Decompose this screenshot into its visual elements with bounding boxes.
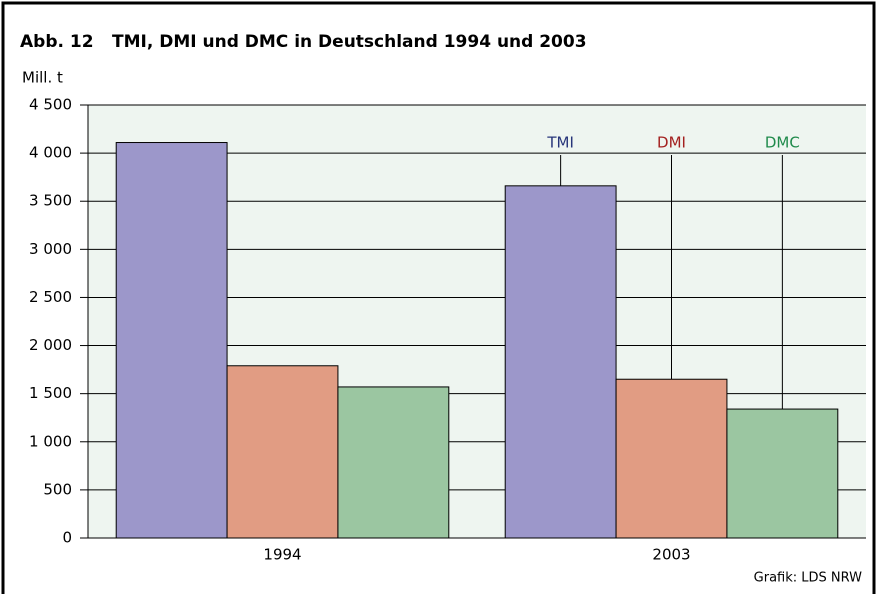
legend-label: DMI: [657, 134, 686, 152]
bar: [226, 365, 339, 539]
x-tick-label: 2003: [652, 546, 690, 564]
y-tick-label: 2 000: [29, 336, 72, 354]
bar: [337, 386, 450, 539]
chart-title: TMI, DMI und DMC in Deutschland 1994 und…: [112, 32, 587, 52]
x-tick-label: 1994: [263, 546, 301, 564]
y-tick-label: 1 000: [29, 432, 72, 450]
bar: [615, 378, 728, 539]
bar: [115, 142, 228, 539]
y-tick-label: 3 000: [29, 240, 72, 258]
legend-label: TMI: [546, 134, 574, 152]
legend-label: DMC: [765, 134, 800, 152]
source: Grafik: LDS NRW: [754, 571, 862, 586]
y-tick-label: 1 500: [29, 384, 72, 402]
figure-number: Abb. 12: [20, 32, 94, 52]
y-tick-label: 500: [43, 480, 72, 498]
y-tick-label: 4 000: [29, 144, 72, 162]
y-axis-label: Mill. t: [22, 69, 63, 87]
y-tick-label: 2 500: [29, 288, 72, 306]
bar: [504, 185, 617, 539]
y-tick-label: 0: [62, 529, 72, 547]
y-tick-label: 3 500: [29, 192, 72, 210]
y-tick-label: 4 500: [29, 96, 72, 114]
bar: [726, 408, 839, 539]
